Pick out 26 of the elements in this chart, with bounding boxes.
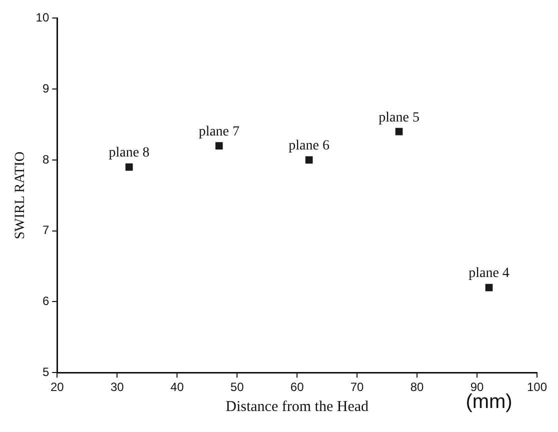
x-tick-label: 80 [410,380,424,394]
annotation: plane 6 [288,138,330,154]
y-tick-label: 9 [42,81,50,96]
y-tick-label: 5 [42,364,50,379]
point [305,156,313,164]
x-tick-label: 20 [50,380,64,394]
annotation: plane 5 [378,110,420,126]
x-tick-label: 30 [110,380,124,394]
x-tick-label: 60 [290,380,304,394]
x-tick-label: 50 [230,380,244,394]
y-tick-label: 10 [36,10,50,25]
annotation: plane 8 [108,146,150,161]
y-tick-label: 8 [42,152,50,166]
point [125,163,133,171]
point [395,128,403,136]
y-tick-label: 6 [42,294,50,308]
point [485,284,493,292]
x-axis-title: Distance from the Head [226,398,369,415]
x-tick-label: 100 [526,380,548,394]
x-tick-label: 70 [350,380,364,394]
annotation: plane 4 [468,266,510,282]
annotation: plane 7 [198,124,240,140]
x-tick-label: 40 [170,380,184,394]
point [215,142,223,150]
y-axis-title: SWIRL RATIO [13,152,28,240]
y-tick-label: 7 [42,223,50,238]
